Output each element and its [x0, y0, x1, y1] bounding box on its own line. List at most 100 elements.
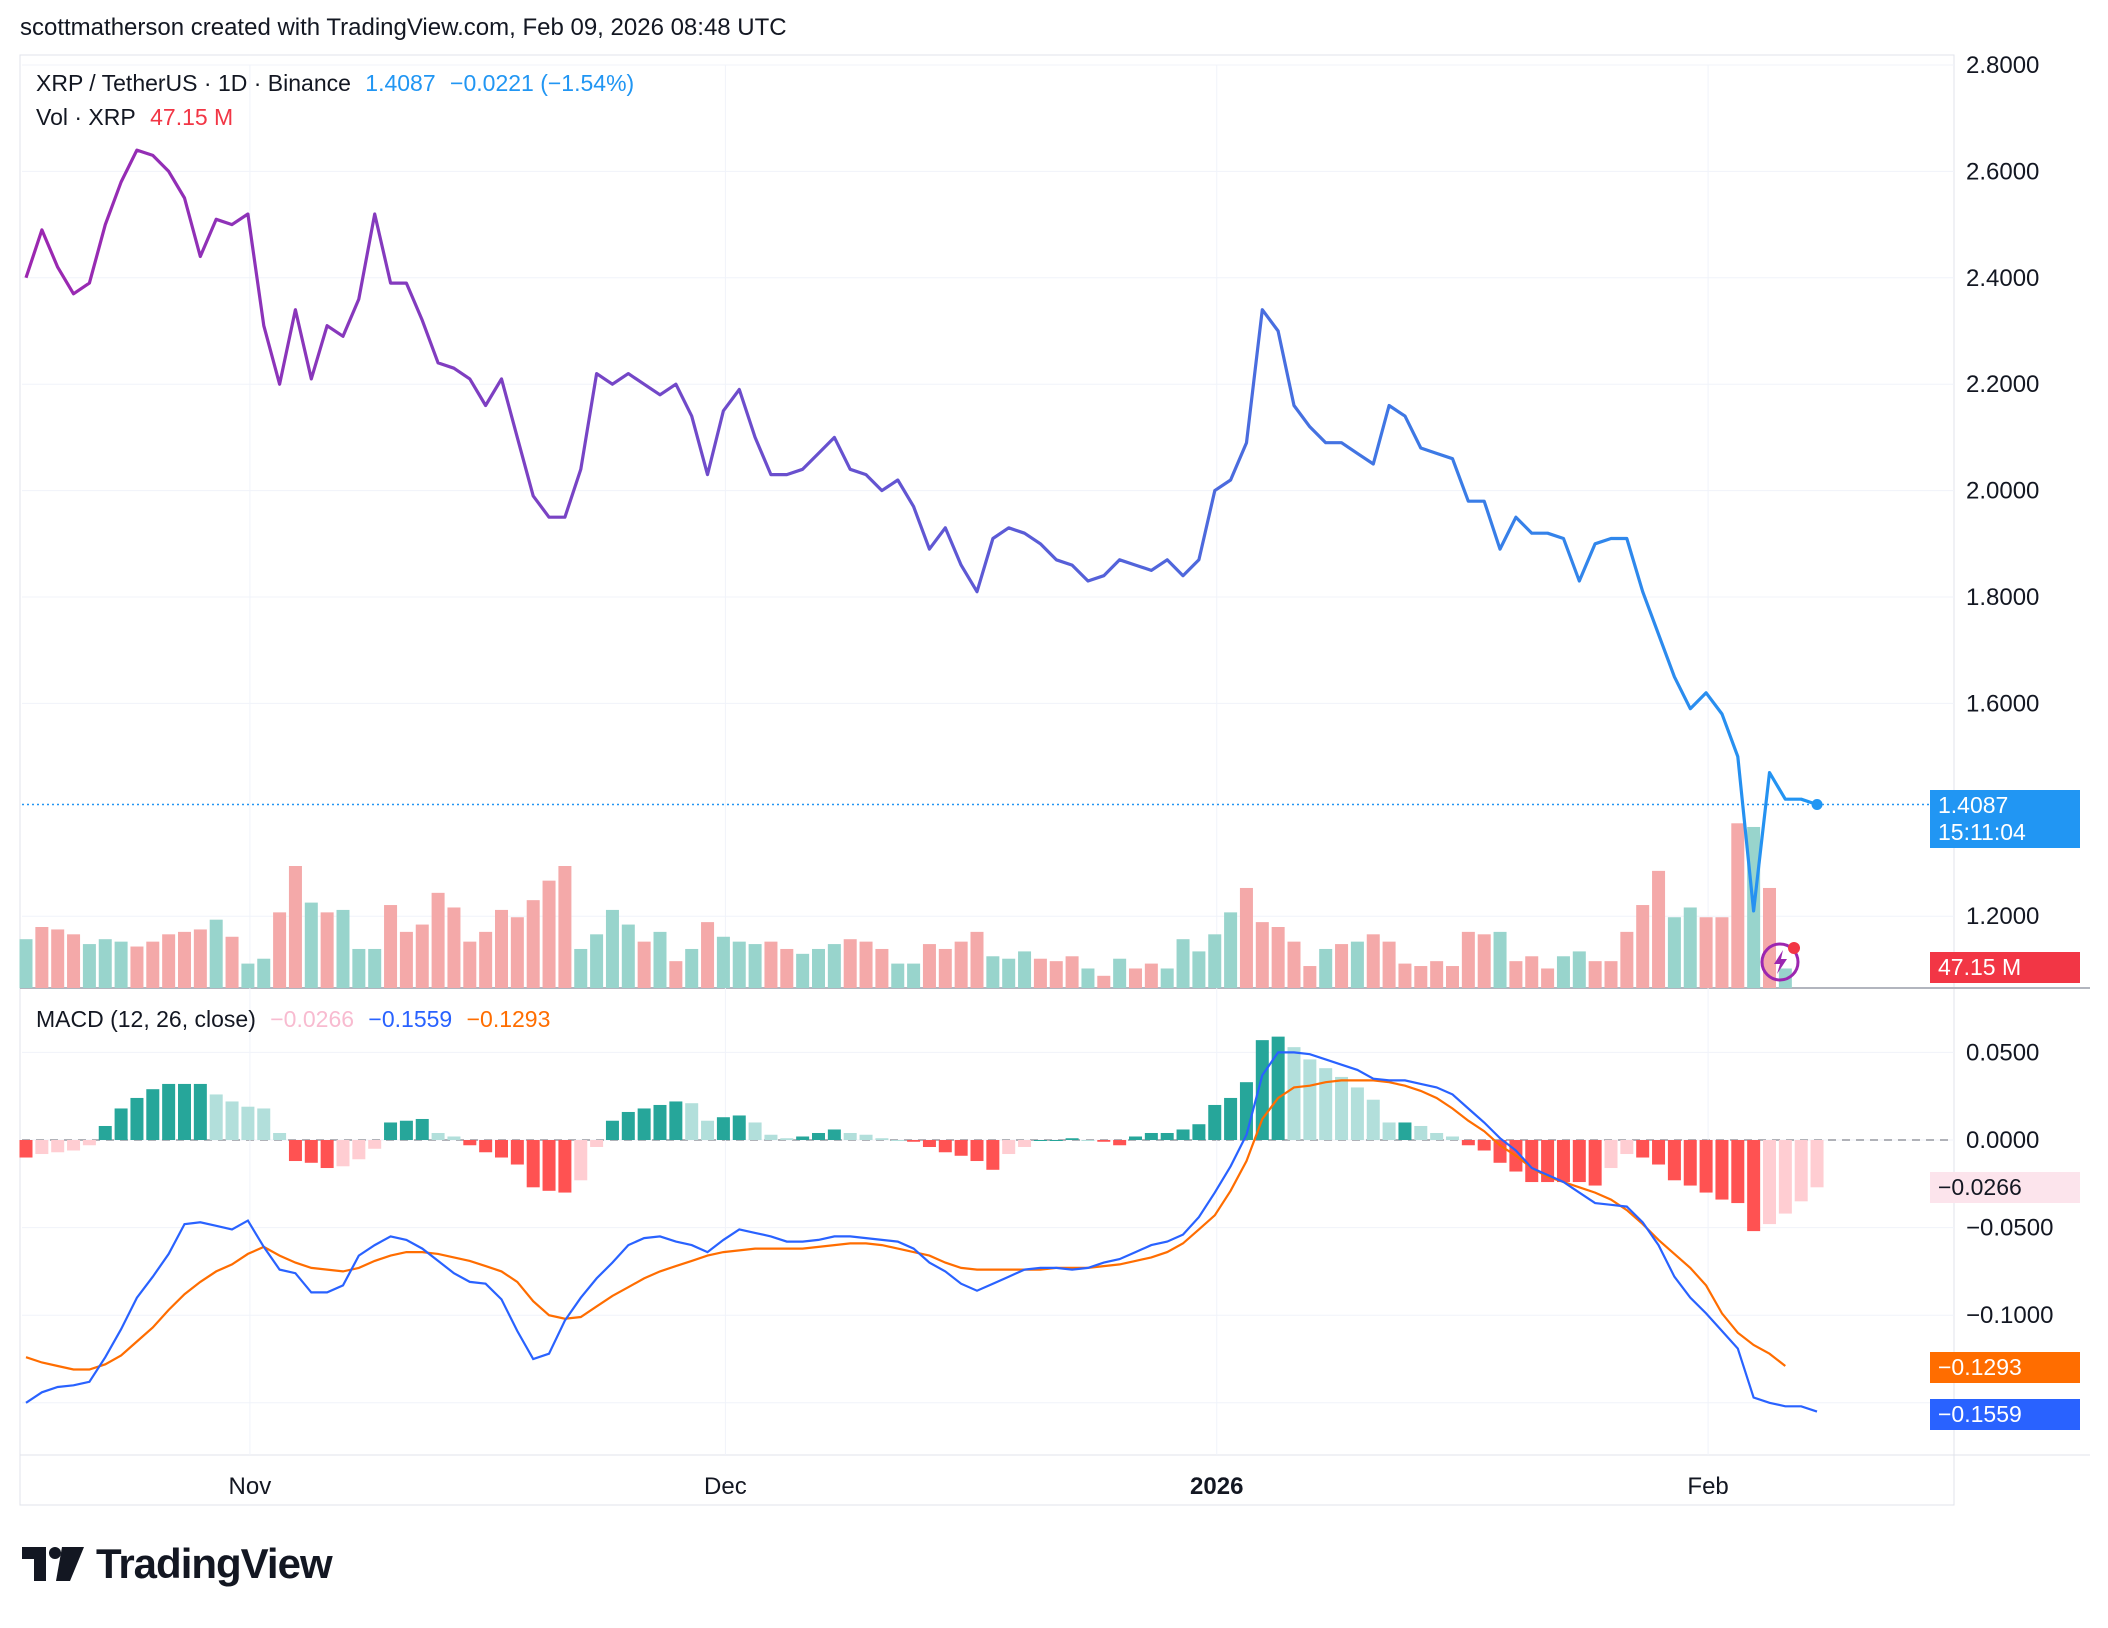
volume-bar — [178, 931, 191, 988]
chart-frame — [19, 54, 1955, 1506]
legend-macd-line: −0.1559 — [368, 1006, 453, 1032]
price-tick-label: 1.6000 — [1966, 690, 2039, 717]
macd-histogram-bar — [1335, 1076, 1349, 1140]
volume-bar — [669, 961, 683, 988]
macd-histogram-bar — [1699, 1140, 1713, 1193]
volume-bar — [352, 948, 366, 988]
volume-bar — [1319, 948, 1333, 988]
volume-bar — [193, 929, 207, 988]
macd-histogram-bar — [320, 1140, 334, 1169]
macd-histogram-bar — [1778, 1140, 1792, 1214]
macd-signal-line — [25, 1079, 1786, 1371]
macd-histogram-bar — [938, 1140, 952, 1153]
volume-bar — [368, 948, 382, 988]
macd-histogram-bar — [701, 1120, 715, 1140]
tradingview-logo[interactable]: TradingView — [22, 1540, 333, 1588]
macd-histogram-bar — [796, 1136, 810, 1140]
legend-macd-label: MACD (12, 26, close) — [36, 1006, 256, 1032]
volume-bar — [590, 934, 604, 988]
macd-histogram-bar — [447, 1136, 461, 1140]
macd-histogram-bar — [67, 1140, 81, 1151]
macd-histogram-bar — [1588, 1140, 1602, 1186]
macd-histogram-bar — [1065, 1138, 1079, 1140]
macd-tick-label: −0.1000 — [1966, 1302, 2053, 1329]
volume-bar — [764, 941, 778, 988]
macd-main-line — [25, 1051, 1818, 1413]
volume-bar — [495, 909, 508, 988]
volume-bar — [1477, 934, 1491, 988]
time-tick-label: Dec — [704, 1473, 747, 1500]
volume-bar — [320, 912, 334, 988]
macd-histogram-bar — [954, 1140, 968, 1156]
macd-histogram-bar — [1683, 1140, 1697, 1186]
macd-tick-label: −0.0500 — [1966, 1215, 2053, 1242]
volume-bar — [653, 931, 667, 988]
volume-bar — [1414, 966, 1428, 988]
volume-bar — [304, 902, 318, 988]
macd-histogram-bar — [1018, 1140, 1032, 1148]
macd-histogram-bar — [1366, 1099, 1380, 1140]
macd-histogram-bar — [1636, 1140, 1650, 1158]
macd-histogram-bar — [780, 1138, 794, 1140]
volume-bar — [1636, 905, 1650, 988]
macd-histogram-bar — [812, 1132, 825, 1140]
price-tick-label: 2.8000 — [1966, 52, 2039, 79]
macd-histogram-bar — [1144, 1132, 1158, 1140]
volume-bar — [1081, 968, 1095, 988]
volume-bar — [162, 934, 176, 988]
axes: 2.8000 2.6000 2.4000 2.2000 2.0000 1.8000 1.60… — [229, 52, 2054, 1500]
volume-bar — [542, 880, 556, 988]
volume-bar — [1271, 927, 1285, 988]
macd-histogram-bar — [1430, 1132, 1444, 1140]
volume-bar — [1572, 951, 1586, 988]
macd-histogram-bar — [827, 1129, 841, 1140]
macd-histogram-bar — [1652, 1140, 1666, 1165]
macd-histogram-bar — [51, 1140, 65, 1153]
volume-bar — [637, 941, 651, 988]
volume-bar — [1620, 931, 1634, 988]
macd-histogram-bar — [1287, 1047, 1301, 1140]
tradingview-logo-icon — [22, 1547, 84, 1581]
macd-histogram-bar — [178, 1083, 191, 1140]
price-tick-label: 1.2000 — [1966, 903, 2039, 930]
time-tick-label: Feb — [1687, 1473, 1728, 1500]
tradingview-wordmark: TradingView — [96, 1540, 333, 1587]
volume-bar — [1002, 958, 1016, 988]
macd-histogram-bar — [1477, 1140, 1491, 1151]
macd-histogram-bar — [257, 1108, 271, 1140]
price-tick-label: 2.2000 — [1966, 371, 2039, 398]
macd-histogram-bar — [621, 1111, 635, 1140]
macd-histogram-bar — [986, 1140, 1000, 1170]
macd-histogram-bar — [859, 1134, 873, 1140]
time-tick-label: Nov — [229, 1473, 272, 1500]
macd-histogram-bar — [685, 1103, 699, 1140]
macd-histogram-bar — [209, 1094, 223, 1140]
macd-histogram-bar — [716, 1117, 730, 1140]
macd-histogram-bar — [431, 1132, 445, 1140]
macd-histogram-bar — [35, 1140, 49, 1155]
volume-bar — [1446, 966, 1459, 988]
volume-bar — [1033, 958, 1047, 988]
volume-bar — [1239, 887, 1253, 988]
volume-bar — [35, 927, 49, 988]
volume-bar — [130, 946, 144, 988]
volume-bar — [1287, 941, 1301, 988]
volume-bar — [447, 907, 461, 988]
volume-bar — [1255, 922, 1269, 988]
volume-bar — [1493, 931, 1507, 988]
macd-histogram-bar — [114, 1108, 128, 1140]
volume-bar — [558, 866, 572, 988]
macd-histogram-bar — [1160, 1132, 1174, 1140]
volume-bar — [146, 941, 160, 988]
macd-histogram-bar — [288, 1140, 302, 1162]
macd-histogram-bar — [922, 1140, 936, 1148]
macd-histogram-bar — [1620, 1140, 1634, 1155]
macd-histogram-bar — [1541, 1140, 1555, 1183]
last-price-value: 1.4087 — [1938, 792, 2009, 818]
macd-histogram-bar — [574, 1140, 588, 1181]
macd-histogram-bar — [1002, 1140, 1016, 1155]
volume-bar — [1129, 968, 1142, 988]
legend-macd-row: MACD (12, 26, close) −0.0266 −0.1559 −0.… — [36, 1006, 558, 1033]
alert-lightning-icon[interactable] — [1760, 940, 1804, 984]
